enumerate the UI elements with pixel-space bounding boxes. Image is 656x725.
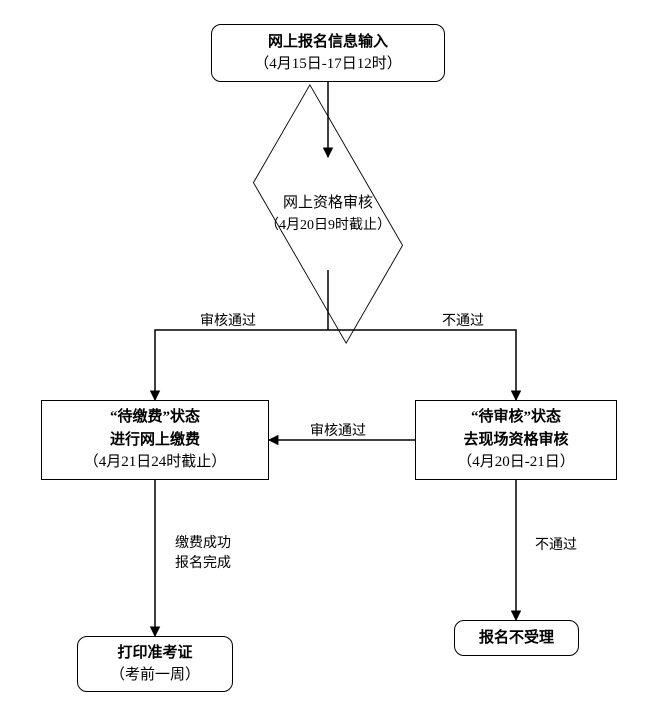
edge-split-n4 — [328, 330, 516, 400]
node-print-ticket-title: 打印准考证 — [117, 642, 192, 665]
edge-label-fail-below: 不通过 — [535, 536, 577, 556]
node-pending-review: “待审核”状态 去现场资格审核 （4月20日-21日） — [415, 400, 617, 480]
node-start-subtitle: （4月15日-17日12时） — [254, 53, 402, 76]
diamond-content: 网上资格审核 （4月20日9时截止） — [198, 159, 458, 269]
node-start: 网上报名信息输入 （4月15日-17日12时） — [211, 24, 445, 82]
node-print-ticket-subtitle: （考前一周） — [110, 664, 200, 687]
node-decision-online-review: 网上资格审核 （4月20日9时截止） — [238, 159, 418, 269]
node-print-ticket: 打印准考证 （考前一周） — [77, 636, 233, 692]
node-rejected-title: 报名不受理 — [479, 627, 554, 650]
node-pending-payment-l2: 进行网上缴费 — [110, 429, 200, 452]
edge-label-fail-right: 不通过 — [442, 312, 484, 332]
node-pending-review-l3: （4月20日-21日） — [457, 451, 575, 474]
node-pending-payment: “待缴费”状态 进行网上缴费 （4月21日24时截止） — [41, 400, 269, 480]
node-start-title: 网上报名信息输入 — [268, 31, 388, 54]
node-pending-review-l2: 去现场资格审核 — [463, 429, 568, 452]
node-pending-payment-l1: “待缴费”状态 — [110, 406, 200, 429]
edge-label-payment-done: 缴费成功 报名完成 — [175, 534, 231, 573]
edge-label-pass-mid: 审核通过 — [310, 422, 366, 442]
node-decision-subtitle: （4月20日9时截止） — [265, 215, 391, 236]
node-rejected: 报名不受理 — [454, 620, 579, 656]
node-pending-payment-l3: （4月21日24时截止） — [84, 451, 227, 474]
edge-split-n3 — [155, 330, 328, 400]
edges-svg — [0, 0, 656, 725]
node-decision-title: 网上资格审核 — [283, 192, 373, 215]
edge-label-pass-left: 审核通过 — [200, 312, 256, 332]
node-pending-review-l1: “待审核”状态 — [471, 406, 561, 429]
